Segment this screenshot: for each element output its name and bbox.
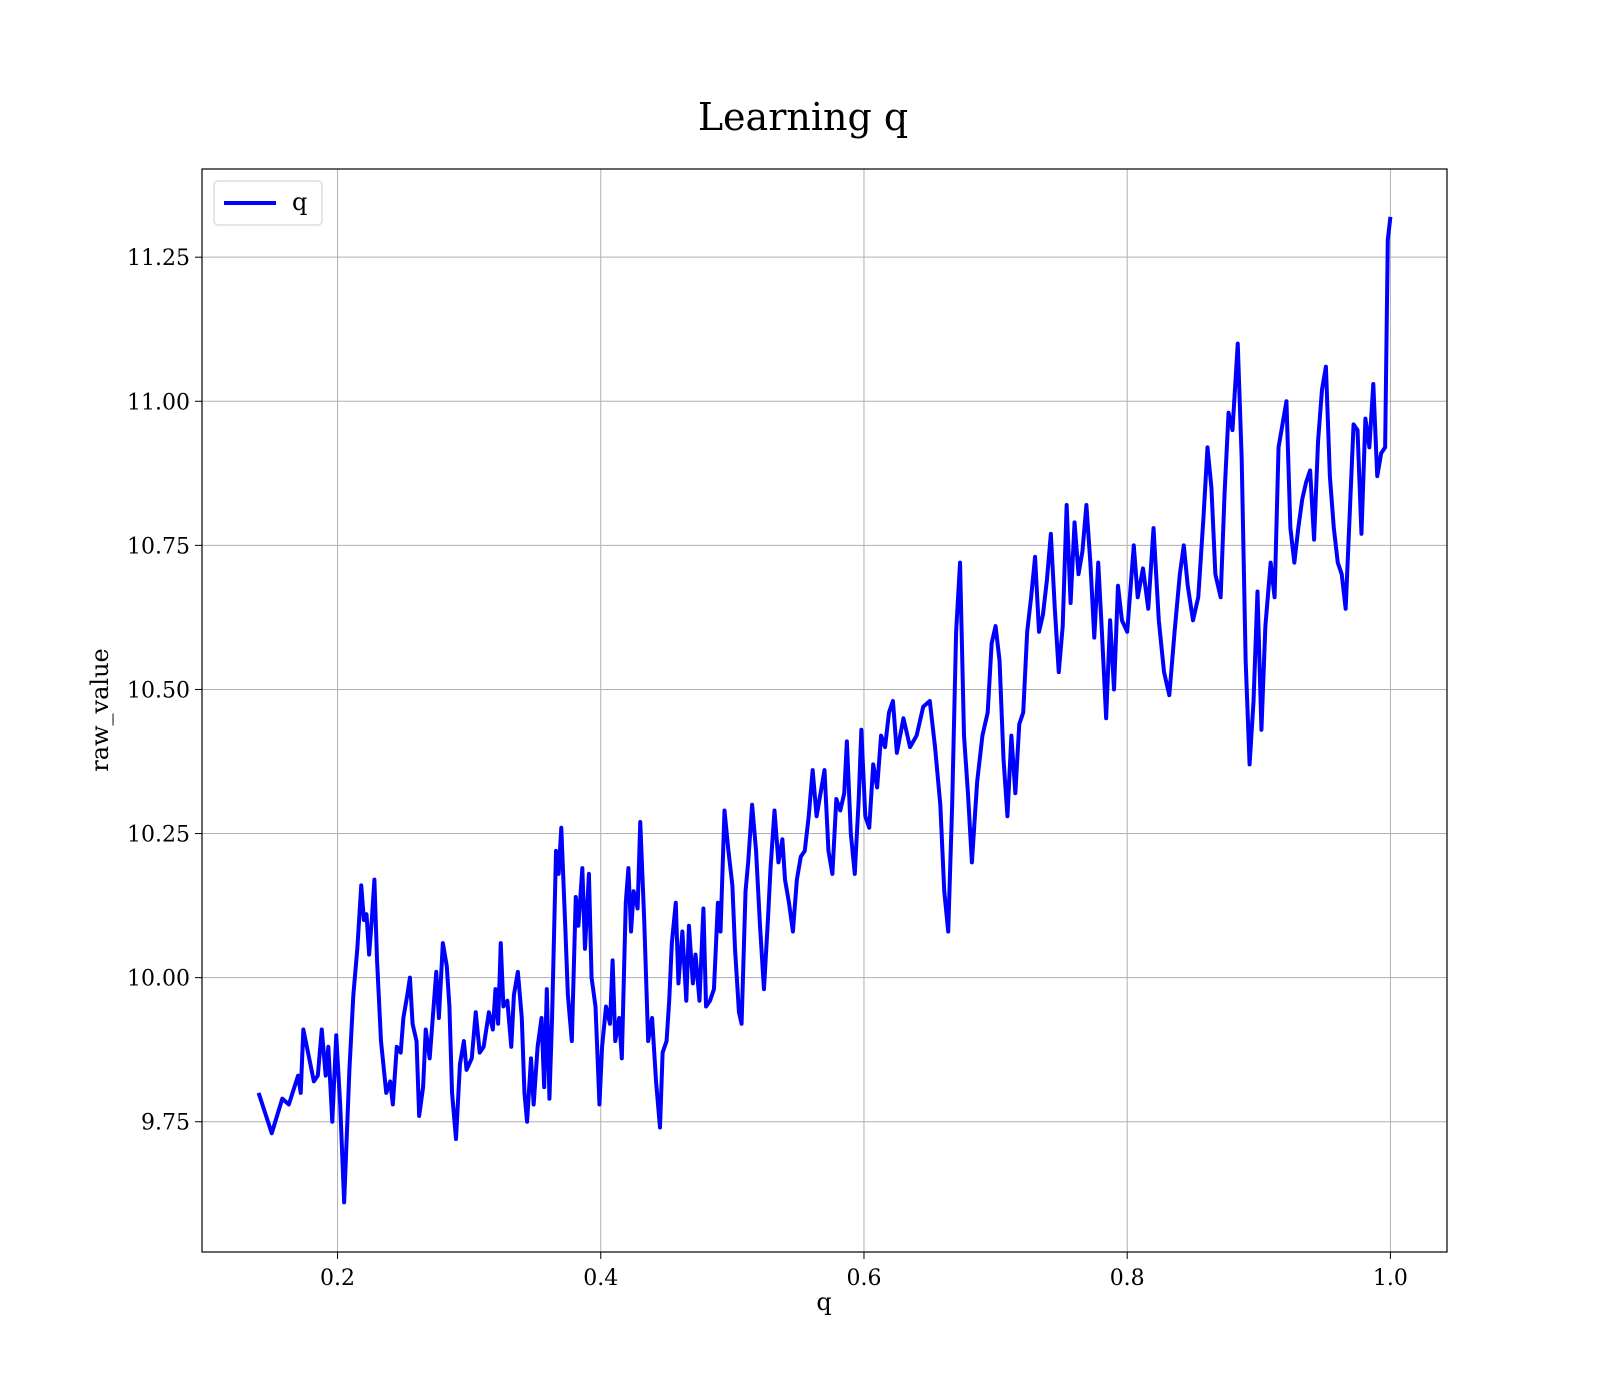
data-line — [256, 216, 1393, 1205]
legend-label: q — [292, 188, 307, 216]
x-axis-label: q — [816, 1288, 831, 1316]
x-tick-label: 0.8 — [1110, 1266, 1145, 1291]
y-tick-label: 10.50 — [127, 678, 190, 703]
plot-frame — [201, 168, 1448, 1253]
y-tick-label: 10.25 — [127, 823, 190, 848]
y-tick-label: 11.25 — [127, 246, 190, 271]
y-tick-label: 11.00 — [127, 390, 190, 415]
x-tick-label: 0.4 — [583, 1266, 618, 1291]
y-tick-label: 9.75 — [141, 1111, 190, 1136]
chart-title: Learning q — [698, 95, 908, 139]
x-tick-label: 0.6 — [846, 1266, 881, 1291]
y-tick-label: 10.75 — [127, 534, 190, 559]
y-axis-label: raw_value — [86, 648, 114, 772]
x-tick-label: 0.2 — [320, 1266, 355, 1291]
x-tick-label: 1.0 — [1373, 1266, 1408, 1291]
y-tick-label: 10.00 — [127, 967, 190, 992]
